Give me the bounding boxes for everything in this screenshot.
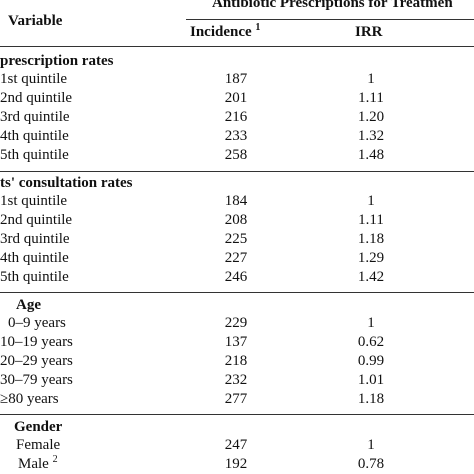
row-incidence: 208 xyxy=(224,212,248,228)
row-incidence: 216 xyxy=(224,109,248,125)
section-rule xyxy=(0,414,474,415)
row-label: Female xyxy=(16,437,61,453)
row-irr: 0.99 xyxy=(357,353,385,369)
incidence-footnote-marker: 1 xyxy=(255,22,261,33)
row-irr: 1.42 xyxy=(357,269,385,285)
row-irr: 1.20 xyxy=(357,109,385,125)
header-rule xyxy=(0,46,474,47)
row-incidence: 246 xyxy=(224,269,248,285)
row-label: 4th quintile xyxy=(0,128,69,144)
section-rule xyxy=(0,171,474,172)
row-irr: 1.18 xyxy=(357,231,385,247)
row-irr: 1.48 xyxy=(357,147,385,163)
row-irr: 1.29 xyxy=(357,250,385,266)
row-incidence: 277 xyxy=(224,391,248,407)
row-irr: 0.62 xyxy=(357,334,385,350)
row-label-text: Male xyxy=(18,456,49,472)
row-label: 10–19 years xyxy=(0,334,73,350)
row-irr: 1 xyxy=(367,193,375,209)
row-label: 0–9 years xyxy=(8,315,66,331)
row-irr: 1.01 xyxy=(357,372,385,388)
footnote-marker: 2 xyxy=(52,454,58,465)
section-title: Age xyxy=(16,297,41,313)
row-incidence: 225 xyxy=(224,231,248,247)
group-header-rule xyxy=(186,19,474,20)
column-header-irr: IRR xyxy=(355,24,383,40)
section-title: Gender xyxy=(14,419,63,435)
row-label: 1st quintile xyxy=(0,193,68,209)
row-incidence: 137 xyxy=(224,334,248,350)
row-incidence: 258 xyxy=(224,147,248,163)
row-incidence: 187 xyxy=(224,71,248,87)
row-label: 20–29 years xyxy=(0,353,73,369)
row-irr: 1 xyxy=(367,315,375,331)
row-label: 30–79 years xyxy=(0,372,73,388)
row-incidence: 218 xyxy=(224,353,248,369)
row-label: 1st quintile xyxy=(0,71,68,87)
row-label: 5th quintile xyxy=(0,147,69,163)
section-rule xyxy=(0,292,474,293)
row-label: 2nd quintile xyxy=(0,90,73,106)
row-incidence: 229 xyxy=(224,315,248,331)
row-label: ≥80 years xyxy=(0,391,59,407)
row-label: 3rd quintile xyxy=(0,231,70,247)
row-label: 2nd quintile xyxy=(0,212,73,228)
row-incidence: 201 xyxy=(224,90,248,106)
row-label: 3rd quintile xyxy=(0,109,70,125)
row-incidence: 247 xyxy=(224,437,248,453)
row-incidence: 232 xyxy=(224,372,248,388)
section-title: prescription rates xyxy=(0,53,114,69)
row-incidence: 184 xyxy=(224,193,248,209)
incidence-label: Incidence xyxy=(190,24,252,40)
column-header-incidence: Incidence 1 xyxy=(190,22,261,41)
column-group-header: Antibiotic Prescriptions for Treatmen xyxy=(212,0,453,11)
row-incidence: 192 xyxy=(224,456,248,472)
row-irr: 1.18 xyxy=(357,391,385,407)
section-title: ts' consultation rates xyxy=(0,175,133,191)
row-label: 5th quintile xyxy=(0,269,69,285)
row-irr: 0.78 xyxy=(357,456,385,472)
row-irr: 1.11 xyxy=(358,212,384,228)
row-incidence: 233 xyxy=(224,128,248,144)
row-label: Male 2 xyxy=(18,454,58,473)
row-irr: 1.32 xyxy=(357,128,385,144)
row-label: 4th quintile xyxy=(0,250,69,266)
row-irr: 1 xyxy=(367,71,375,87)
row-incidence: 227 xyxy=(224,250,248,266)
row-irr: 1.11 xyxy=(358,90,384,106)
column-header-variable: Variable xyxy=(8,13,63,29)
row-irr: 1 xyxy=(367,437,375,453)
